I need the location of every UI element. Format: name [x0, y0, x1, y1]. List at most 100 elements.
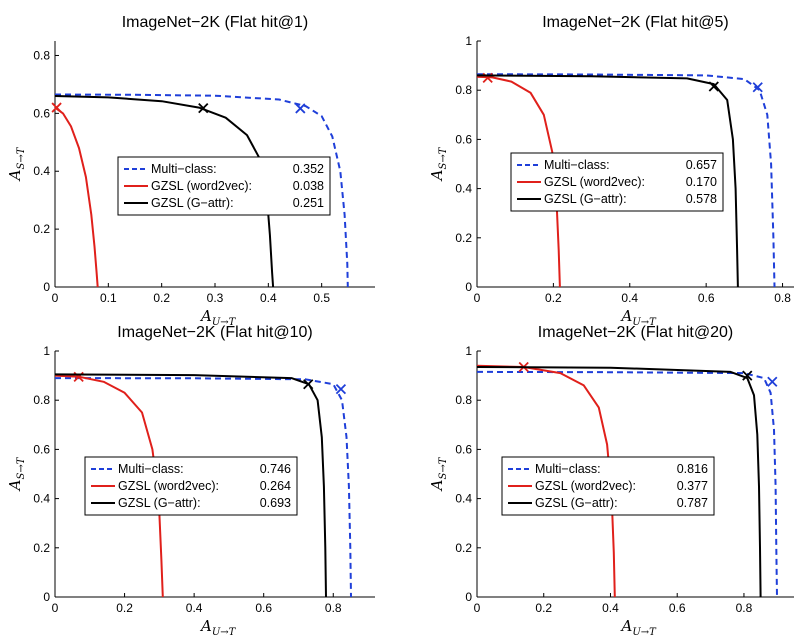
series-line-word2vec — [54, 374, 164, 598]
legend-entry-name: Multi−class: — [544, 158, 610, 172]
legend-entry-value: 0.352 — [293, 162, 324, 176]
x-axis-label: AU→T — [620, 307, 658, 328]
series-line-gattr — [476, 366, 762, 598]
x-axis-label: AU→T — [199, 617, 237, 636]
chart-title: ImageNet−2K (Flat hit@5) — [542, 14, 729, 31]
y-tick-label: 0 — [465, 280, 472, 294]
chart-title: ImageNet−2K (Flat hit@1) — [122, 14, 309, 31]
legend-box — [117, 156, 331, 216]
x-tick-label: 0.2 — [535, 601, 552, 615]
legend-entry-name: Multi−class: — [118, 462, 184, 476]
y-tick-label: 0.8 — [455, 393, 472, 407]
x-axis-label: AU→T — [620, 617, 658, 636]
legend-entry-value: 0.787 — [677, 496, 708, 510]
y-axis-label: AS→T — [6, 146, 27, 182]
legend-entry-name: GZSL (G−attr): — [544, 192, 627, 206]
y-tick-label: 0.4 — [455, 182, 472, 196]
series-line-word2vec — [476, 75, 561, 288]
y-tick-label: 1 — [43, 344, 50, 358]
x-tick-label: 0.6 — [255, 601, 272, 615]
y-axis-label: AS→T — [6, 456, 27, 492]
chart-title: ImageNet−2K (Flat hit@20) — [538, 324, 733, 341]
series-line-multi-class — [476, 73, 776, 288]
legend-entry-value: 0.578 — [686, 192, 717, 206]
y-tick-label: 0.8 — [33, 393, 50, 407]
legend-entry-name: GZSL (word2vec): — [535, 479, 636, 493]
legend-box — [84, 456, 298, 516]
y-tick-label: 0 — [43, 280, 50, 294]
point-marker — [752, 82, 763, 93]
point-marker — [767, 376, 778, 387]
legend-entry-value: 0.657 — [686, 158, 717, 172]
x-tick-label: 0 — [52, 291, 59, 305]
x-tick-label: 0.4 — [186, 601, 203, 615]
legend-entry-name: GZSL (word2vec): — [151, 179, 252, 193]
legend-entry-value: 0.816 — [677, 462, 708, 476]
y-tick-label: 0.2 — [455, 231, 472, 245]
y-tick-label: 1 — [465, 34, 472, 48]
legend-entry-value: 0.038 — [293, 179, 324, 193]
series-line-gattr — [54, 373, 327, 598]
y-axis-label: AS→T — [428, 146, 449, 182]
legend-entry-name: GZSL (word2vec): — [544, 175, 645, 189]
legend-entry-value: 0.377 — [677, 479, 708, 493]
legend: Multi−class: 0.352 GZSL (word2vec): 0.038 GZ… — [117, 156, 331, 216]
y-tick-label: 0.6 — [33, 442, 50, 456]
legend-entry-name: Multi−class: — [151, 162, 217, 176]
legend: Multi−class: 0.657 GZSL (word2vec): 0.170 GZ… — [510, 152, 724, 212]
legend-entry-value: 0.746 — [260, 462, 291, 476]
y-tick-label: 0.2 — [33, 541, 50, 555]
x-tick-label: 0.5 — [313, 291, 330, 305]
point-marker — [198, 103, 209, 114]
y-axis-label: AS→T — [428, 456, 449, 492]
x-tick-label: 0 — [474, 601, 481, 615]
legend-box — [501, 456, 715, 516]
point-marker — [51, 102, 62, 113]
series-line-multi-class — [54, 93, 349, 288]
chart-panel-2: ImageNet−2K (Flat hit@5) 0 0.2 0.4 0.6 0.8 0 0.… — [428, 14, 794, 328]
x-axis-label: AU→T — [199, 307, 237, 328]
point-marker — [295, 103, 306, 114]
y-tick-label: 0.6 — [455, 442, 472, 456]
x-tick-label: 0.1 — [100, 291, 117, 305]
y-tick-label: 0.4 — [455, 492, 472, 506]
x-tick-label: 0.6 — [698, 291, 715, 305]
point-marker — [303, 379, 314, 390]
legend-entry-name: GZSL (G−attr): — [151, 196, 234, 210]
x-tick-label: 0.2 — [153, 291, 170, 305]
x-tick-label: 0.8 — [736, 601, 753, 615]
legend-entry-name: GZSL (G−attr): — [535, 496, 618, 510]
x-tick-label: 0.4 — [602, 601, 619, 615]
point-marker — [708, 81, 719, 92]
legend-entry-name: GZSL (word2vec): — [118, 479, 219, 493]
x-tick-label: 0.6 — [669, 601, 686, 615]
series-line-multi-class — [476, 370, 778, 598]
x-tick-label: 0.4 — [260, 291, 277, 305]
y-tick-label: 0.6 — [455, 132, 472, 146]
y-tick-label: 0.6 — [33, 106, 50, 120]
y-tick-label: 0 — [465, 590, 472, 604]
chart-panel-4: ImageNet−2K (Flat hit@20) 0 0.2 0.4 0.6 0.8 0 0… — [428, 324, 794, 636]
x-tick-label: 0 — [52, 601, 59, 615]
series-line-word2vec — [476, 364, 616, 598]
series-line-gattr — [476, 74, 739, 288]
series-line-word2vec — [54, 106, 99, 288]
x-tick-label: 0.2 — [116, 601, 133, 615]
y-tick-label: 1 — [465, 344, 472, 358]
series-line-multi-class — [54, 377, 352, 598]
x-tick-label: 0.8 — [325, 601, 342, 615]
legend-box — [510, 152, 724, 212]
legend-entry-name: Multi−class: — [535, 462, 601, 476]
chart-panel-1: ImageNet−2K (Flat hit@1) 0 0.1 0.2 0.3 0.4 0.5… — [6, 14, 375, 328]
x-tick-label: 0.3 — [207, 291, 224, 305]
y-tick-label: 0 — [43, 590, 50, 604]
point-marker — [335, 383, 347, 395]
legend-entry-value: 0.251 — [293, 196, 324, 210]
legend-entry-value: 0.170 — [686, 175, 717, 189]
x-tick-label: 0.8 — [774, 291, 791, 305]
chart-panel-3: ImageNet−2K (Flat hit@10) 0 0.2 0.4 0.6 0.8 0 0… — [6, 324, 375, 636]
y-tick-label: 0.4 — [33, 164, 50, 178]
x-tick-label: 0 — [474, 291, 481, 305]
y-tick-label: 0.8 — [455, 83, 472, 97]
